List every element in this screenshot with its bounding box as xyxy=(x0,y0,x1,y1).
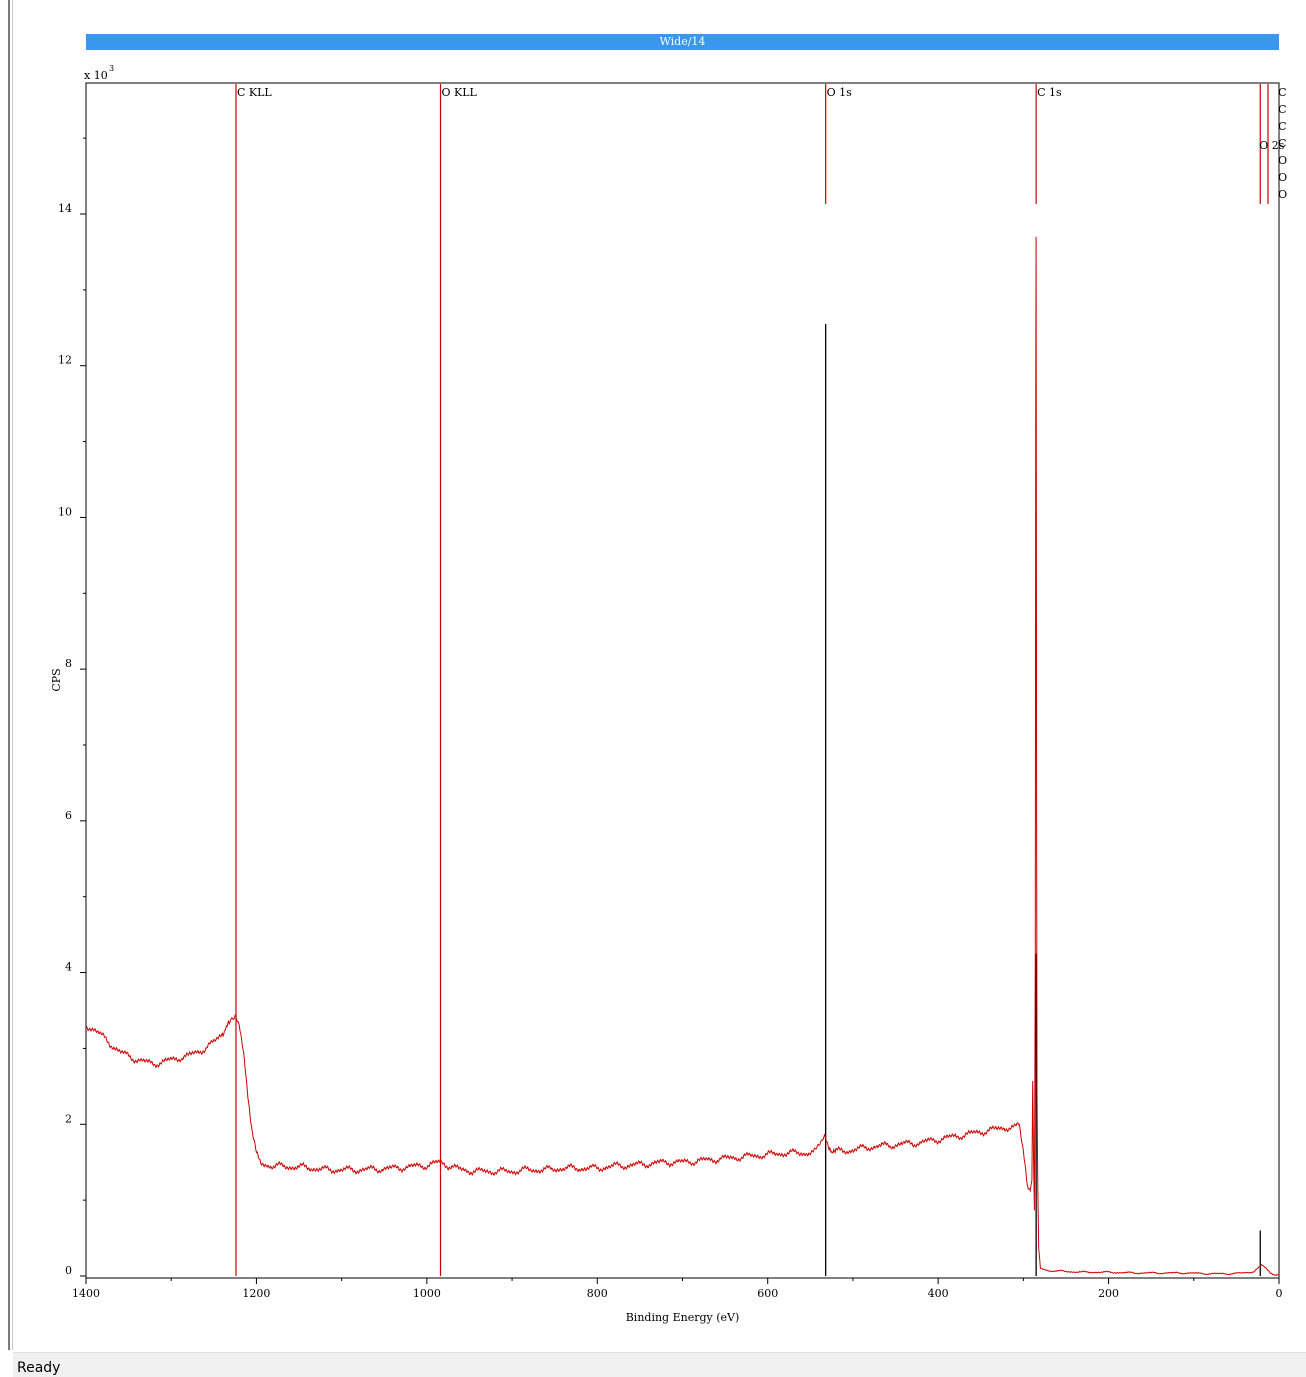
spectrum-chart[interactable]: 0 2 4 6 8 10 12 14 1400 1200 1000 800 600 400 200 0 Bind… xyxy=(0,0,1306,1345)
status-text: Ready xyxy=(17,1360,61,1376)
y-axis-label: CPS xyxy=(50,668,63,691)
y-tick-label: 14 xyxy=(58,202,72,215)
window-left-border xyxy=(8,0,10,1350)
spectrum-series-line xyxy=(85,236,1280,1277)
x-tick-label: 1000 xyxy=(413,1287,441,1300)
plot-frame xyxy=(85,82,1280,1279)
x-tick-label: 200 xyxy=(1098,1287,1119,1300)
window-left-border-inner xyxy=(12,0,13,1350)
x-tick-label: 0 xyxy=(1276,1287,1283,1300)
x-tick-label: 800 xyxy=(587,1287,608,1300)
peak-annotation-label: O 2s xyxy=(1259,139,1285,152)
x-tick-label: 400 xyxy=(928,1287,949,1300)
edge-annotation-label: O xyxy=(1278,188,1287,201)
y-tick-label: 10 xyxy=(58,505,72,518)
peak-annotation-label: O 1s xyxy=(827,86,853,99)
edge-annotation-label: C xyxy=(1278,137,1286,150)
y-tick-label: 0 xyxy=(65,1264,72,1277)
peak-annotation-label: O KLL xyxy=(441,86,477,99)
y-tick-label: 6 xyxy=(65,809,72,822)
y-multiplier-label: x 10 xyxy=(84,69,108,82)
chart-title: Wide/14 xyxy=(659,35,706,48)
edge-annotation-label: C xyxy=(1278,86,1286,99)
x-tick-label: 1400 xyxy=(72,1287,100,1300)
x-tick-label: 1200 xyxy=(242,1287,270,1300)
y-multiplier-exponent: 3 xyxy=(109,64,114,73)
edge-annotation-label: O xyxy=(1278,171,1287,184)
x-axis-label: Binding Energy (eV) xyxy=(626,1311,740,1324)
edge-annotation-label: C xyxy=(1278,103,1286,116)
y-tick-label: 2 xyxy=(65,1112,72,1125)
edge-annotation-label: C xyxy=(1278,120,1286,133)
y-tick-label: 12 xyxy=(58,354,72,367)
status-bar: Ready xyxy=(13,1352,1306,1377)
peak-annotation-label: C KLL xyxy=(237,86,272,99)
chart-title-bar[interactable]: Wide/14 xyxy=(86,34,1279,50)
x-tick-label: 600 xyxy=(757,1287,778,1300)
y-tick-label: 8 xyxy=(65,657,72,670)
edge-annotation-label: O xyxy=(1278,154,1287,167)
peak-annotation-label: C 1s xyxy=(1037,86,1062,99)
y-tick-label: 4 xyxy=(65,961,72,974)
